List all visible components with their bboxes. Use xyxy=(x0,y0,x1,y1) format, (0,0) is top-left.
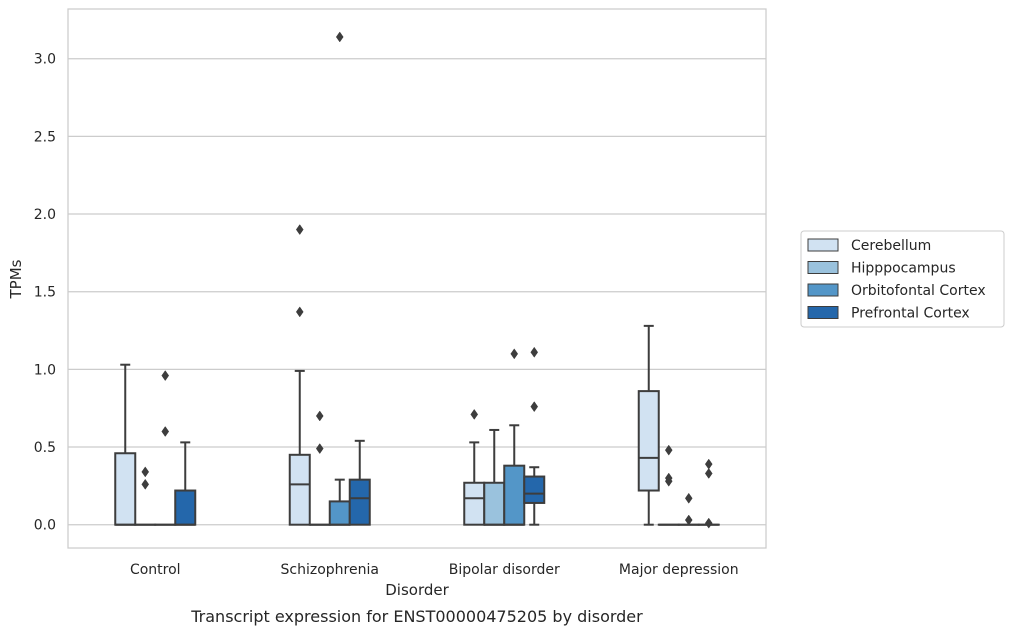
y-axis-label: TPMs xyxy=(7,259,25,299)
x-tick-label: Bipolar disorder xyxy=(449,562,560,578)
legend-label: Orbitofontal Cortex xyxy=(851,283,986,299)
legend-label: Cerebellum xyxy=(851,238,931,254)
y-tick-label: 0.0 xyxy=(34,518,56,534)
box-prefrontal-cortex xyxy=(348,439,371,526)
outlier-point xyxy=(315,443,324,455)
box-iqr xyxy=(174,489,197,526)
legend-label: Prefrontal Cortex xyxy=(851,306,970,322)
plot-area xyxy=(114,31,720,529)
box-hipppocampus xyxy=(134,466,157,526)
x-axis-label: Disorder xyxy=(385,581,449,599)
outlier-point xyxy=(704,458,713,470)
x-axis: Control Schizophrenia Bipolar disorder Majo… xyxy=(130,562,739,578)
outlier-point xyxy=(684,492,693,504)
box-hipppocampus xyxy=(483,428,506,526)
outlier-point xyxy=(470,408,479,420)
plot-frame xyxy=(67,8,767,549)
box-iqr xyxy=(288,453,311,526)
y-tick-label: 2.0 xyxy=(34,207,56,223)
legend-frame xyxy=(800,230,1005,328)
outlier-point xyxy=(295,224,304,236)
x-tick-label: Major depression xyxy=(619,562,739,578)
outlier-point xyxy=(530,346,539,358)
legend: Cerebellum Hipppocampus Orbitofontal Corte… xyxy=(800,230,1005,328)
outlier-point xyxy=(510,348,519,360)
outlier-point xyxy=(704,468,713,479)
box-iqr xyxy=(503,464,526,526)
x-tick-label: Control xyxy=(130,562,181,578)
box-iqr xyxy=(637,390,660,492)
box-hipppocampus xyxy=(308,410,331,526)
box-orbitofontal-cortex xyxy=(503,348,526,526)
box-iqr xyxy=(463,481,486,526)
outlier-point xyxy=(161,426,170,437)
box-orbitofontal-cortex xyxy=(677,492,700,526)
x-tick-label: Schizophrenia xyxy=(281,562,379,578)
outlier-point xyxy=(704,517,713,529)
legend-swatch xyxy=(807,238,839,252)
box-prefrontal-cortex xyxy=(523,346,546,526)
box-cerebellum xyxy=(463,408,486,526)
box-iqr xyxy=(114,452,137,526)
y-tick-label: 1.5 xyxy=(34,285,56,301)
y-axis: 0.0 0.5 1.0 1.5 2.0 2.5 3.0 xyxy=(34,52,56,534)
outlier-point xyxy=(295,306,304,318)
outlier-point xyxy=(664,475,673,487)
box-hipppocampus xyxy=(657,444,680,526)
box-iqr xyxy=(328,500,351,526)
outlier-point xyxy=(664,444,673,456)
box-prefrontal-cortex xyxy=(697,458,720,529)
legend-label: Hipppocampus xyxy=(851,261,956,277)
outlier-point xyxy=(315,410,324,422)
box-cerebellum xyxy=(288,224,311,526)
outlier-point xyxy=(684,514,693,526)
box-orbitofontal-cortex xyxy=(328,31,351,526)
box-cerebellum xyxy=(637,324,660,526)
box-prefrontal-cortex xyxy=(174,441,197,526)
box-iqr xyxy=(483,481,506,526)
y-tick-label: 1.0 xyxy=(34,362,56,378)
gridlines xyxy=(68,58,766,526)
outlier-point xyxy=(335,31,344,43)
outlier-point xyxy=(141,478,150,490)
y-tick-label: 3.0 xyxy=(34,52,56,68)
outlier-point xyxy=(161,370,170,382)
outlier-point xyxy=(141,466,150,478)
chart-caption: Transcript expression for ENST0000047520… xyxy=(190,607,643,626)
box-iqr xyxy=(523,475,546,504)
box-cerebellum xyxy=(114,363,137,526)
legend-swatch xyxy=(807,283,839,297)
legend-swatch xyxy=(807,306,839,319)
y-tick-label: 2.5 xyxy=(34,129,56,145)
y-tick-label: 0.5 xyxy=(34,440,56,456)
box-iqr xyxy=(348,478,371,526)
outlier-point xyxy=(530,401,539,413)
legend-swatch xyxy=(807,261,839,274)
